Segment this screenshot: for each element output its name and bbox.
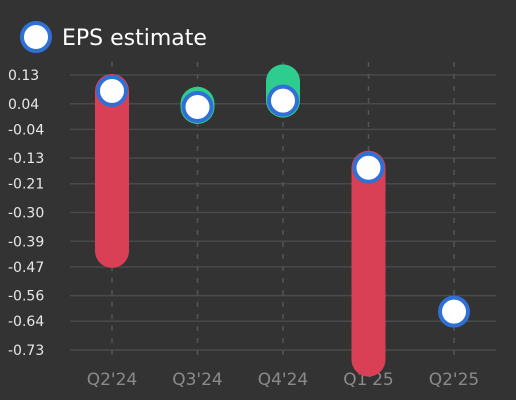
y-tick-label: -0.73	[8, 343, 44, 359]
x-tick-label: Q1'25	[343, 370, 394, 390]
y-tick-label: 0.04	[8, 97, 39, 113]
estimate-marker	[181, 90, 214, 123]
legend-marker	[20, 21, 52, 53]
y-tick-label: -0.64	[8, 314, 44, 330]
legend: EPS estimate	[20, 21, 207, 53]
x-tick-label: Q3'24	[172, 370, 223, 390]
bars-layer	[95, 64, 386, 377]
markers-layer	[96, 74, 470, 328]
y-tick-label: -0.13	[8, 151, 44, 167]
estimate-marker	[438, 295, 470, 328]
surprise-bar	[351, 150, 386, 377]
y-axis-ticks: 0.13 0.04 -0.04 -0.13 -0.21 -0.30 -0.39 -0.47 -0…	[8, 68, 44, 359]
legend-label: EPS estimate	[62, 26, 207, 51]
x-tick-label: Q2'25	[429, 370, 480, 390]
y-tick-label: 0.13	[8, 68, 39, 84]
estimate-marker	[352, 151, 385, 184]
estimate-marker	[96, 74, 128, 107]
x-tick-label: Q2'24	[87, 370, 138, 390]
x-axis-ticks: Q2'24 Q3'24 Q4'24 Q1'25 Q2'25	[87, 370, 480, 390]
y-tick-label: -0.39	[8, 234, 44, 250]
y-tick-label: -0.47	[8, 260, 44, 276]
y-tick-label: -0.30	[8, 206, 44, 222]
y-tick-label: -0.04	[8, 122, 44, 138]
surprise-bar	[95, 73, 129, 268]
estimate-marker	[267, 84, 299, 117]
y-tick-label: -0.56	[8, 289, 44, 305]
x-tick-label: Q4'24	[258, 370, 309, 390]
y-tick-label: -0.21	[8, 177, 44, 193]
